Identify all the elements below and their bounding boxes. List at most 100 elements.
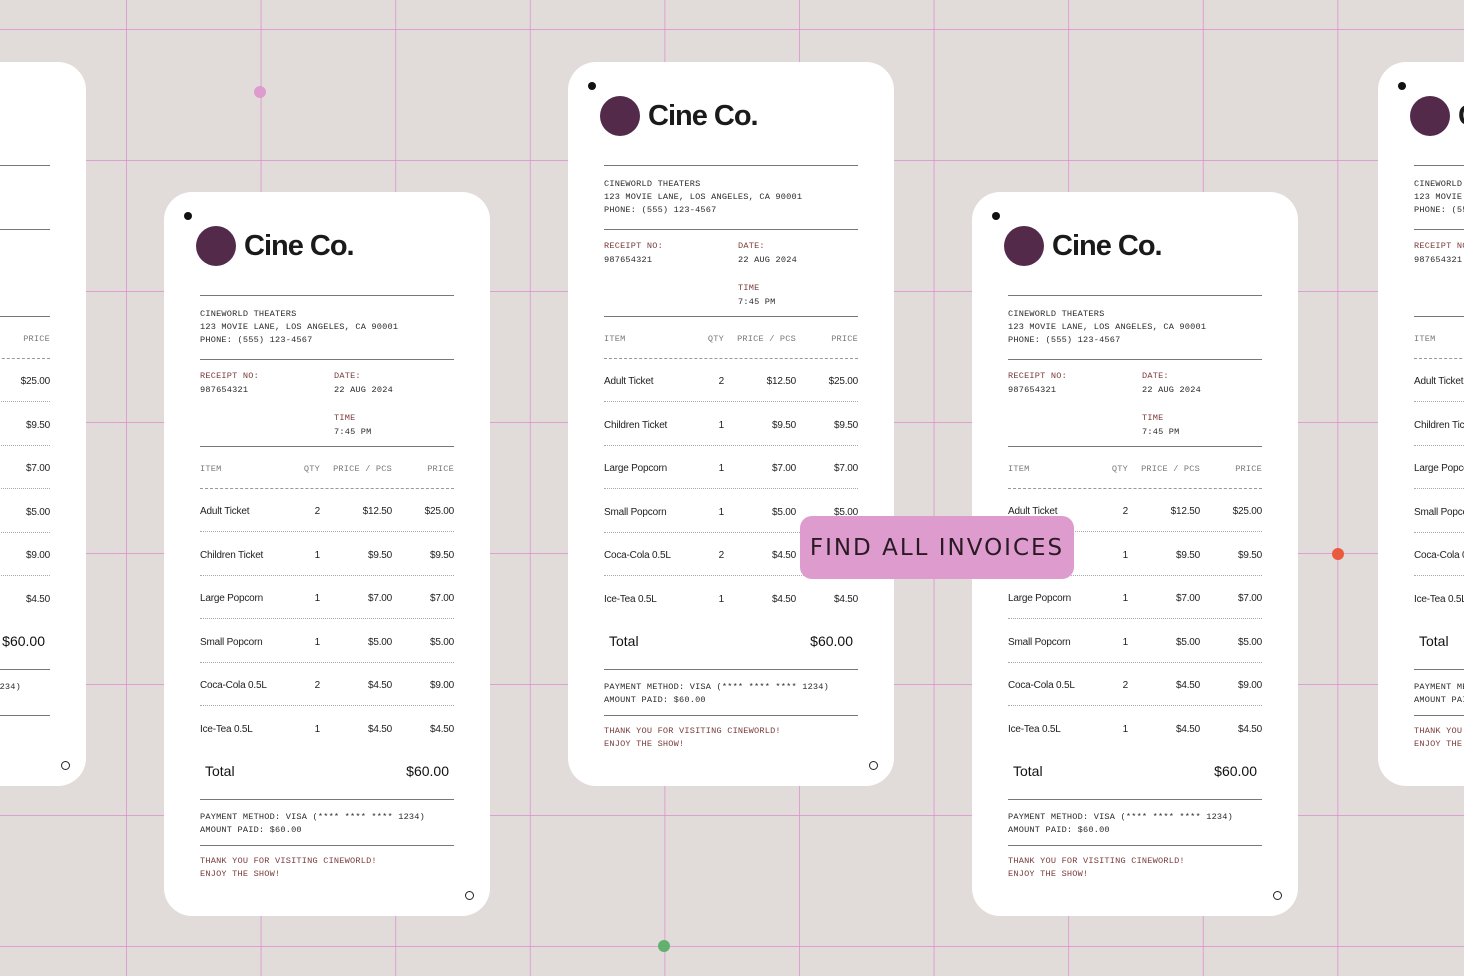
item-unit-price: $4.50: [771, 593, 796, 605]
row-divider: [0, 401, 50, 402]
theater-info: CINEWORLD THEATERS 123 MOVIE LANE, LOS A…: [604, 178, 802, 217]
table-row: Children Ticket 1 $9.50 $9.50: [200, 550, 454, 564]
item-name: Coca-Cola 0.5L: [604, 550, 671, 561]
find-all-invoices-button[interactable]: FIND ALL INVOICES: [800, 516, 1074, 579]
row-divider: [1008, 661, 1262, 663]
row-divider: [1008, 531, 1262, 532]
table-header: ITEM QTY PRICE / PCS PRICE: [604, 334, 858, 346]
row-divider: [0, 488, 50, 489]
receipt-card[interactable]: Cine Co. CINEWORLD THEATERS 123 MOVIE LA…: [1378, 62, 1464, 786]
row-divider: [200, 705, 454, 706]
item-qty: 2: [314, 680, 321, 691]
divider: [604, 229, 858, 230]
logo-circle-icon: [1004, 226, 1044, 266]
item-unit-price: $4.50: [367, 723, 392, 735]
receipt-number: RECEIPT NO: 987654321: [604, 239, 663, 267]
thanks-line-2: ENJOY THE SHOW!: [1008, 869, 1089, 879]
row-divider: [0, 444, 50, 446]
table-row: Small Popcorn 1 $5.00 $5.00: [604, 507, 858, 521]
receipt-no-label: RECEIPT NO:: [200, 371, 259, 381]
item-qty: 2: [314, 506, 321, 517]
payment-method: PAYMENT METHOD: VISA (**** **** **** 123…: [1414, 682, 1464, 692]
item-price: $4.50: [833, 593, 858, 605]
thanks-line-1: THANK YOU FOR VISITING CINEWORLD!: [1008, 856, 1185, 866]
item-qty: 1: [1122, 723, 1129, 735]
item-name: Children Ticket: [1414, 419, 1464, 431]
divider: [1414, 229, 1464, 230]
item-name: Adult Ticket: [1008, 506, 1058, 517]
brand-name: Cine Co.: [244, 229, 355, 262]
theater-info: CINEWORLD THEATERS 123 MOVIE LANE, LOS A…: [1008, 308, 1206, 347]
divider: [604, 669, 858, 670]
col-pcs: PRICE / PCS: [1141, 464, 1200, 474]
date-value: 22 AUG 2024: [738, 255, 797, 265]
item-price: $25.00: [20, 376, 51, 387]
total-label: Total: [1013, 763, 1043, 779]
table-row: Ice-Tea 0.5L1$4.50$4.50: [1414, 594, 1464, 608]
payment-method: PAYMENT METHOD: VISA (**** **** **** 123…: [0, 682, 21, 692]
table-row: Coca-Cola 0.5L 2 $4.50 $9.00: [200, 680, 454, 694]
receipt-card[interactable]: Cine Co. CINEWORLD THEATERS 123 MOVIE LA…: [164, 192, 490, 916]
receipt-no-value: 987654321: [1008, 385, 1057, 395]
item-unit-price: $9.50: [1175, 549, 1200, 561]
item-unit-price: $5.00: [367, 636, 392, 648]
brand: Cine Co.: [1004, 226, 1163, 266]
divider: [200, 799, 454, 800]
col-pcs: PRICE / PCS: [333, 464, 392, 474]
payment-method: PAYMENT METHOD: VISA (**** **** **** 123…: [200, 812, 425, 822]
item-unit-price: $4.50: [1175, 680, 1200, 691]
time-value: 7:45 PM: [738, 297, 776, 307]
divider: [200, 359, 454, 360]
divider: [1414, 316, 1464, 317]
amount-paid: AMOUNT PAID: $60.00: [604, 695, 706, 705]
thanks-line-2: ENJOY THE SHOW!: [200, 869, 281, 879]
item-name: Coca-Cola 0.5L: [200, 680, 267, 691]
logo-circle-icon: [600, 96, 640, 136]
row-divider: [604, 488, 858, 489]
receipt-card[interactable]: Cine Co. CINEWORLD THEATERS 123 MOVIE LA…: [0, 62, 86, 786]
item-price: $7.00: [25, 463, 50, 474]
receipt-card[interactable]: Cine Co. CINEWORLD THEATERS 123 MOVIE LA…: [568, 62, 894, 786]
item-qty: 1: [314, 723, 321, 735]
payment-method: PAYMENT METHOD: VISA (**** **** **** 123…: [604, 682, 829, 692]
thanks-line-1: THANK YOU FOR VISITING CINEWORLD!: [200, 856, 377, 866]
payment-info: PAYMENT METHOD: VISA (**** **** **** 123…: [604, 681, 829, 707]
table-row: Large Popcorn 1 $7.00 $7.00: [200, 593, 454, 607]
divider: [1008, 359, 1262, 360]
amount-paid: AMOUNT PAID: $60.00: [1008, 825, 1110, 835]
item-unit-price: $9.50: [771, 419, 796, 431]
item-unit-price: $5.00: [1175, 636, 1200, 648]
item-qty: 1: [718, 419, 725, 431]
item-price: $9.50: [25, 419, 50, 431]
receipt-time: TIME 7:45 PM: [334, 411, 372, 439]
amount-paid: AMOUNT PAID: $60.00: [0, 694, 21, 707]
brand-name: Cine Co.: [1458, 100, 1464, 133]
col-item: ITEM: [1008, 464, 1030, 474]
item-name: Small Popcorn: [200, 636, 263, 648]
item-price: $7.00: [1237, 593, 1262, 604]
theater-info: CINEWORLD THEATERS 123 MOVIE LANE, LOS A…: [1414, 178, 1464, 217]
amount-paid: AMOUNT PAID: $60.00: [1414, 695, 1464, 705]
row-divider: [1414, 444, 1464, 446]
item-name: Children Ticket: [604, 419, 668, 431]
receipt-no-value: 987654321: [604, 255, 653, 265]
item-qty: 1: [718, 593, 725, 605]
header-divider: [1414, 358, 1464, 359]
date-label: DATE:: [1142, 371, 1169, 381]
table-row: Large Popcorn 1 $7.00 $7.00: [1008, 593, 1262, 607]
payment-info: PAYMENT METHOD: VISA (**** **** **** 123…: [200, 811, 425, 837]
header-divider: [200, 488, 454, 489]
item-price: $5.00: [25, 506, 50, 518]
table-header: ITEM QTY PRICE / PCS PRICE: [1414, 334, 1464, 346]
date-label: DATE:: [334, 371, 361, 381]
table-header: ITEM QTY PRICE / PCS PRICE: [0, 334, 50, 346]
item-name: Large Popcorn: [604, 463, 668, 474]
item-name: Large Popcorn: [1008, 593, 1072, 604]
item-price: $9.50: [833, 419, 858, 431]
row-divider: [1008, 574, 1262, 576]
divider: [200, 295, 454, 296]
